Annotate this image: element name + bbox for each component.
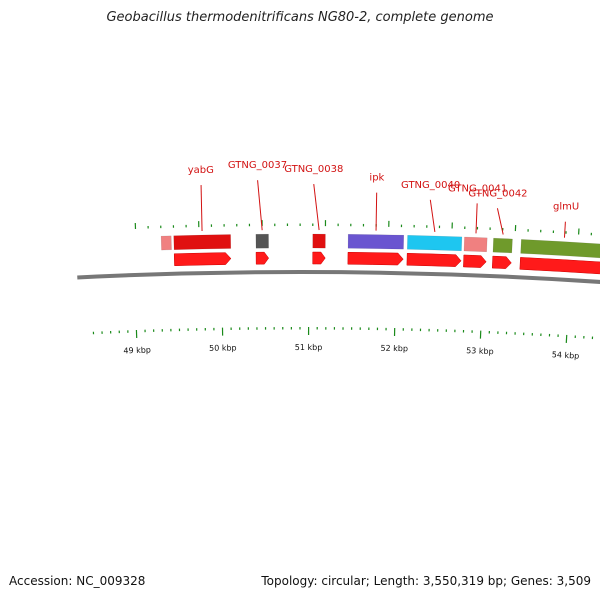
kbp-scale-label: 51 kbp — [295, 343, 323, 352]
gene-label-GTNG_0042: GTNG_0042 — [468, 188, 527, 199]
genome-backbone-layer — [77, 269, 600, 285]
gene-label-ipk: ipk — [369, 173, 384, 184]
gene-feature-GTNG_0040 — [407, 235, 463, 252]
leader-line-GTNG_0040 — [429, 199, 436, 233]
cds-arrow-layer — [173, 251, 600, 275]
kbp-scale-label: 53 kbp — [466, 346, 494, 356]
gene-label-glmU: glmU — [553, 202, 579, 213]
cds-arrow-5 — [463, 254, 487, 268]
cds-arrow-2 — [312, 251, 326, 265]
accession-label: Accession: NC_009328 — [9, 574, 146, 588]
gene-label-GTNG_0040: GTNG_0040 — [401, 180, 460, 191]
gene-feature-GTNG_0041 — [463, 236, 488, 253]
gene-feature-glmU — [520, 239, 600, 259]
outer-tick-track — [134, 220, 593, 236]
cds-arrow-3 — [347, 252, 404, 266]
gene-feature-GTNG_0038 — [312, 233, 326, 249]
cds-arrow-4 — [406, 253, 462, 267]
gene-label-yabG: yabG — [188, 165, 214, 176]
gene-label-layer: yabG GTNG_0037GTNG_0038ipkGTNG_0040GTNG_0… — [188, 160, 579, 238]
map-title: Geobacillus thermodenitrificans NG80-2, … — [106, 10, 494, 25]
leader-line-GTNG_0037 — [257, 180, 263, 231]
cds-arrow-0 — [173, 252, 232, 266]
gene-feature-GTNG_0037 — [255, 233, 269, 249]
leader-line-yabG — [200, 185, 203, 232]
cds-arrow-6 — [491, 255, 512, 269]
kbp-scale-label: 49 kbp — [123, 345, 151, 355]
genome-backbone — [77, 269, 600, 285]
gene-label-GTNG_0037: GTNG_0037 — [228, 160, 287, 171]
kbp-scale-label: 54 kbp — [552, 350, 580, 361]
gene-feature-ipk — [347, 234, 405, 250]
kbp-scale-label: 52 kbp — [380, 344, 408, 354]
cds-arrow-1 — [255, 251, 269, 265]
leader-line-ipk — [375, 192, 378, 231]
inner-tick-track — [92, 327, 594, 343]
gene-label-GTNG_0041: GTNG_0041 — [448, 183, 507, 194]
gene-label-GTNG_0038: GTNG_0038 — [284, 164, 343, 175]
leader-line-GTNG_0041 — [475, 203, 478, 234]
gene-feature-g0 — [160, 235, 172, 251]
leader-line-glmU — [563, 221, 566, 238]
kbp-scale-label: 50 kbp — [209, 343, 237, 352]
leader-line-GTNG_0038 — [313, 183, 320, 231]
gene-feature-GTNG_0042 — [492, 237, 513, 254]
gene-feature-yabG — [173, 234, 232, 250]
gene-features-layer — [160, 233, 600, 259]
leader-line-GTNG_0042 — [496, 208, 504, 235]
genome-summary: Topology: circular; Length: 3,550,319 bp… — [261, 574, 591, 588]
cds-arrow-7 — [519, 257, 600, 275]
